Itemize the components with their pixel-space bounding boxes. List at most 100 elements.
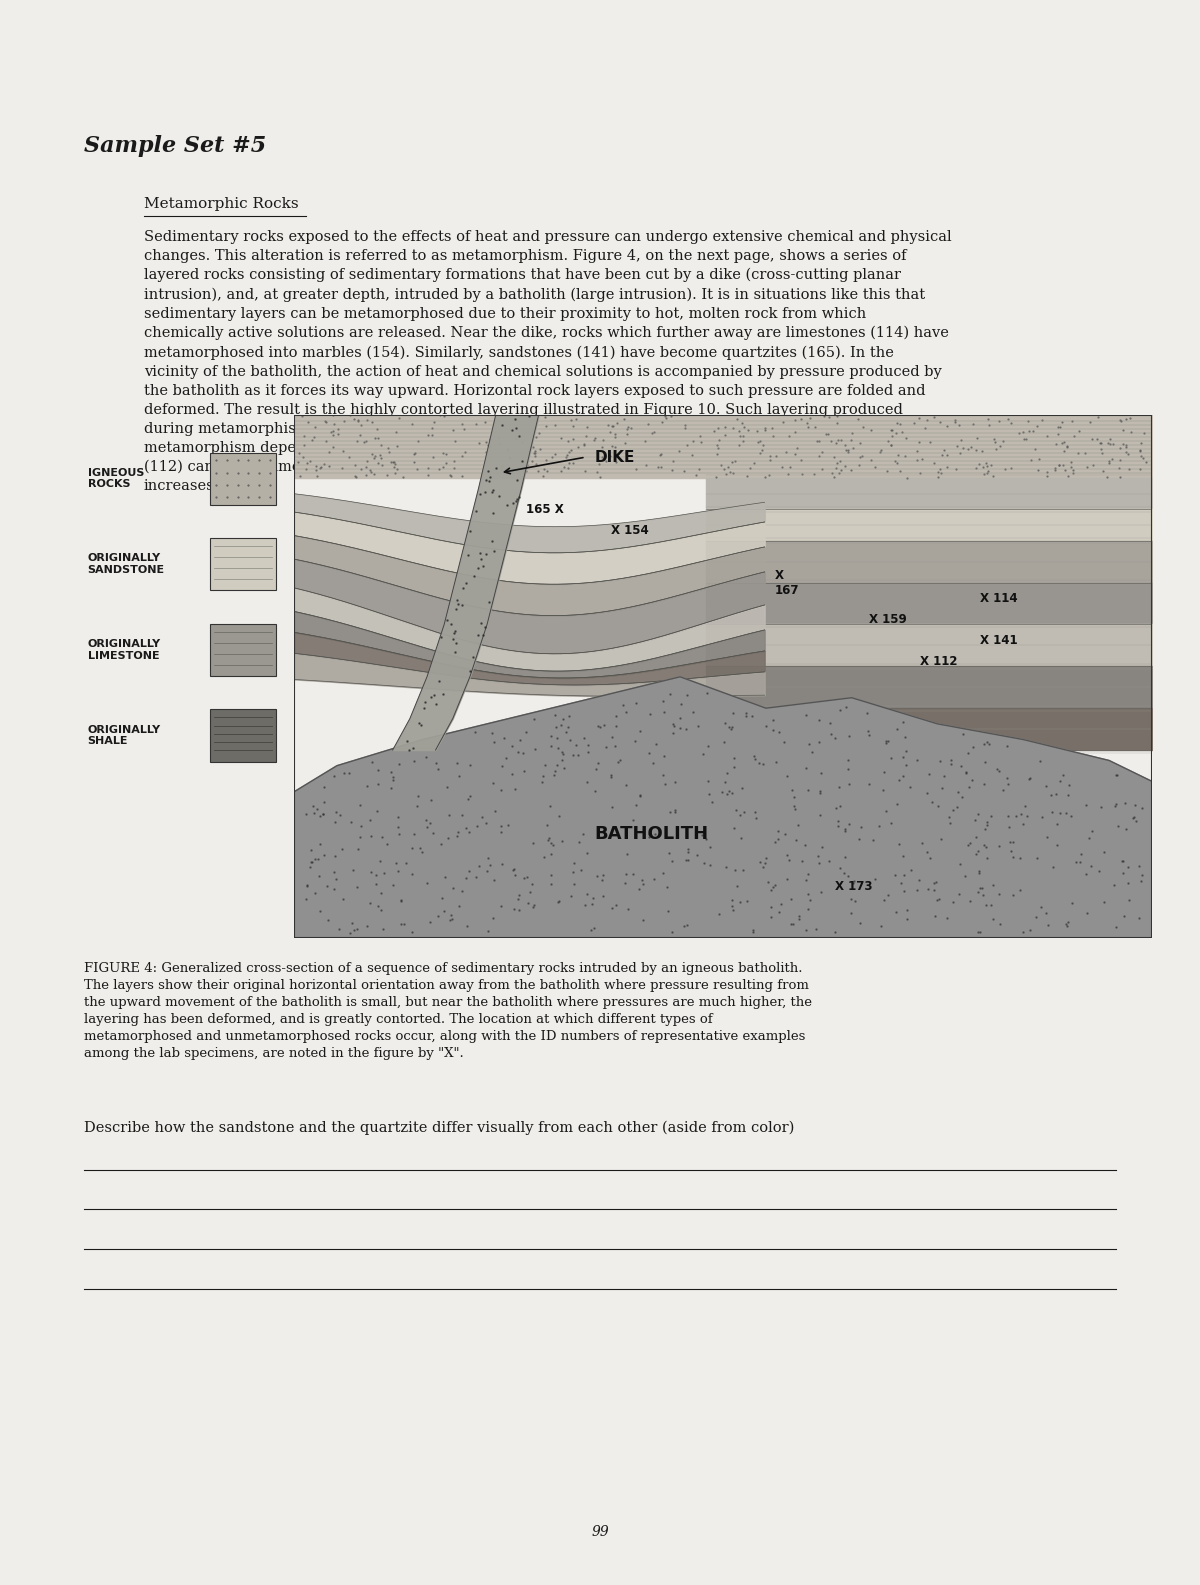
Point <box>776 762 796 788</box>
Point <box>982 804 1001 829</box>
Point <box>461 518 480 544</box>
Point <box>1134 445 1153 471</box>
Point <box>526 437 545 463</box>
Point <box>715 414 734 439</box>
Point <box>986 436 1006 461</box>
Point <box>1052 409 1072 434</box>
Point <box>947 433 966 458</box>
Point <box>830 449 850 474</box>
Point <box>488 425 508 450</box>
Point <box>977 835 996 861</box>
Point <box>910 867 929 892</box>
Point <box>384 449 403 474</box>
Point <box>665 713 684 739</box>
Point <box>1112 417 1132 442</box>
Point <box>577 881 596 907</box>
Point <box>1082 452 1102 477</box>
Point <box>889 831 908 856</box>
Point <box>1058 910 1078 935</box>
Point <box>830 697 850 723</box>
Point <box>1002 411 1021 436</box>
Point <box>810 781 829 807</box>
Point <box>968 838 988 864</box>
Point <box>527 425 546 450</box>
Point <box>325 810 344 835</box>
Point <box>468 555 487 580</box>
Point <box>1130 853 1150 878</box>
Point <box>402 919 421 945</box>
Point <box>445 618 464 644</box>
Point <box>492 813 511 838</box>
Point <box>815 404 834 430</box>
Point <box>508 468 527 493</box>
Point <box>516 720 535 745</box>
Point <box>1132 444 1151 469</box>
Point <box>601 764 620 789</box>
Point <box>426 750 445 775</box>
Point <box>1003 883 1022 908</box>
Point <box>966 824 985 850</box>
Point <box>970 919 989 945</box>
Point <box>730 433 749 458</box>
Point <box>360 456 379 482</box>
Point <box>1015 794 1034 819</box>
Point <box>607 450 626 476</box>
Point <box>362 409 382 434</box>
Point <box>466 864 485 889</box>
Point <box>505 862 524 888</box>
Point <box>618 422 637 447</box>
Point <box>562 883 581 908</box>
Point <box>373 452 392 477</box>
Point <box>932 442 952 468</box>
Point <box>1063 458 1082 483</box>
Point <box>683 442 702 468</box>
Point <box>616 870 635 896</box>
Point <box>654 743 673 769</box>
Point <box>862 417 881 442</box>
Point <box>504 897 523 922</box>
Point <box>386 418 406 444</box>
Point <box>844 870 863 896</box>
Point <box>372 445 391 471</box>
Point <box>404 450 424 476</box>
Point <box>935 437 954 463</box>
Point <box>404 442 424 468</box>
Point <box>547 724 566 750</box>
Point <box>577 840 596 865</box>
Point <box>553 739 572 764</box>
Point <box>422 423 442 449</box>
Point <box>544 832 563 857</box>
Point <box>877 458 896 483</box>
Point <box>388 433 407 458</box>
Point <box>1134 420 1153 445</box>
Point <box>606 444 625 469</box>
Point <box>736 701 755 726</box>
Point <box>744 919 763 945</box>
Point <box>799 731 818 756</box>
Point <box>1130 437 1150 463</box>
Point <box>888 450 907 476</box>
Point <box>716 854 736 880</box>
Point <box>766 831 785 856</box>
Point <box>1110 407 1129 433</box>
Point <box>1009 420 1028 445</box>
Point <box>389 815 408 840</box>
Point <box>684 699 703 724</box>
Point <box>382 449 401 474</box>
Point <box>743 704 762 729</box>
Point <box>791 447 810 472</box>
Point <box>852 815 871 840</box>
Point <box>446 629 466 655</box>
Point <box>1130 456 1150 482</box>
Text: ORIGINALLY
SHALE: ORIGINALLY SHALE <box>88 724 161 747</box>
Point <box>424 409 443 434</box>
Point <box>730 418 749 444</box>
Point <box>647 731 666 756</box>
Point <box>755 850 774 875</box>
Point <box>373 916 392 941</box>
Point <box>950 441 970 466</box>
Point <box>386 850 406 875</box>
Point <box>734 415 754 441</box>
Point <box>960 888 979 913</box>
Point <box>557 444 576 469</box>
